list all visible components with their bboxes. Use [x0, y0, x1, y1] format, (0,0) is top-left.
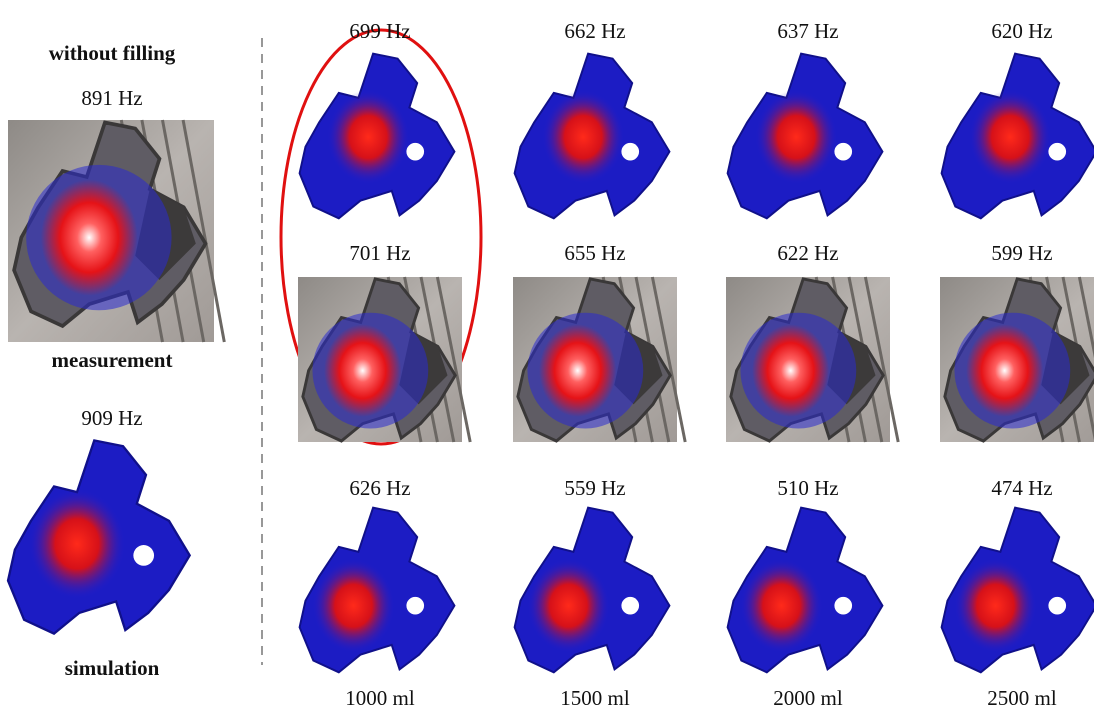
hole — [1048, 597, 1066, 615]
freq-label: 909 Hz — [81, 406, 142, 430]
freq-label: 599 Hz — [991, 241, 1052, 265]
freq-label: 626 Hz — [349, 476, 410, 500]
hot-spot — [327, 90, 409, 184]
hole — [406, 143, 424, 161]
hot-spot — [41, 179, 138, 295]
hot-spot — [740, 559, 822, 653]
hole — [1048, 143, 1066, 161]
row-label: simulation — [65, 656, 160, 680]
freq-label: 662 Hz — [564, 19, 625, 43]
hole — [406, 597, 424, 615]
volume-label: 1000 ml — [345, 686, 415, 710]
hot-spot — [29, 489, 126, 599]
freq-label: 474 Hz — [991, 476, 1052, 500]
hole — [621, 597, 639, 615]
hot-spot — [542, 90, 624, 184]
mode-shape-image — [728, 508, 883, 673]
freq-label: 510 Hz — [777, 476, 838, 500]
mode-shape-image — [515, 508, 670, 673]
hole — [834, 597, 852, 615]
row-label: measurement — [52, 348, 173, 372]
measurement-image — [298, 277, 470, 442]
volume-label: 2000 ml — [773, 686, 843, 710]
hot-spot — [954, 559, 1036, 653]
left-title: without filling — [49, 41, 176, 65]
freq-label: 699 Hz — [349, 19, 410, 43]
freq-label: 622 Hz — [777, 241, 838, 265]
mode-shape-image — [8, 440, 190, 633]
hot-spot — [969, 90, 1051, 184]
hole — [133, 545, 154, 566]
hot-spot — [527, 559, 609, 653]
mode-shape-image — [300, 54, 455, 219]
figure: without filling 891 Hz measurement 909 H… — [0, 0, 1094, 714]
volume-label: 1500 ml — [560, 686, 630, 710]
freq-label: 701 Hz — [349, 241, 410, 265]
hot-spot — [312, 559, 394, 653]
hole — [834, 143, 852, 161]
measurement-image — [940, 277, 1094, 442]
hot-spot — [324, 324, 401, 417]
mode-shape-image — [942, 508, 1094, 673]
measurement-image — [726, 277, 898, 442]
freq-label: 655 Hz — [564, 241, 625, 265]
hot-spot — [755, 90, 837, 184]
mode-shape-image — [300, 508, 455, 673]
mode-shape-image — [942, 54, 1094, 219]
mode-shape-image — [728, 54, 883, 219]
freq-label: 891 Hz — [81, 86, 142, 110]
hot-spot — [966, 324, 1043, 417]
volume-label: 2500 ml — [987, 686, 1057, 710]
freq-label: 559 Hz — [564, 476, 625, 500]
hole — [621, 143, 639, 161]
freq-label: 620 Hz — [991, 19, 1052, 43]
measurement-image — [8, 120, 224, 342]
hot-spot — [539, 324, 616, 417]
freq-label: 637 Hz — [777, 19, 838, 43]
hot-spot — [752, 324, 829, 417]
mode-shape-image — [515, 54, 670, 219]
measurement-image — [513, 277, 685, 442]
